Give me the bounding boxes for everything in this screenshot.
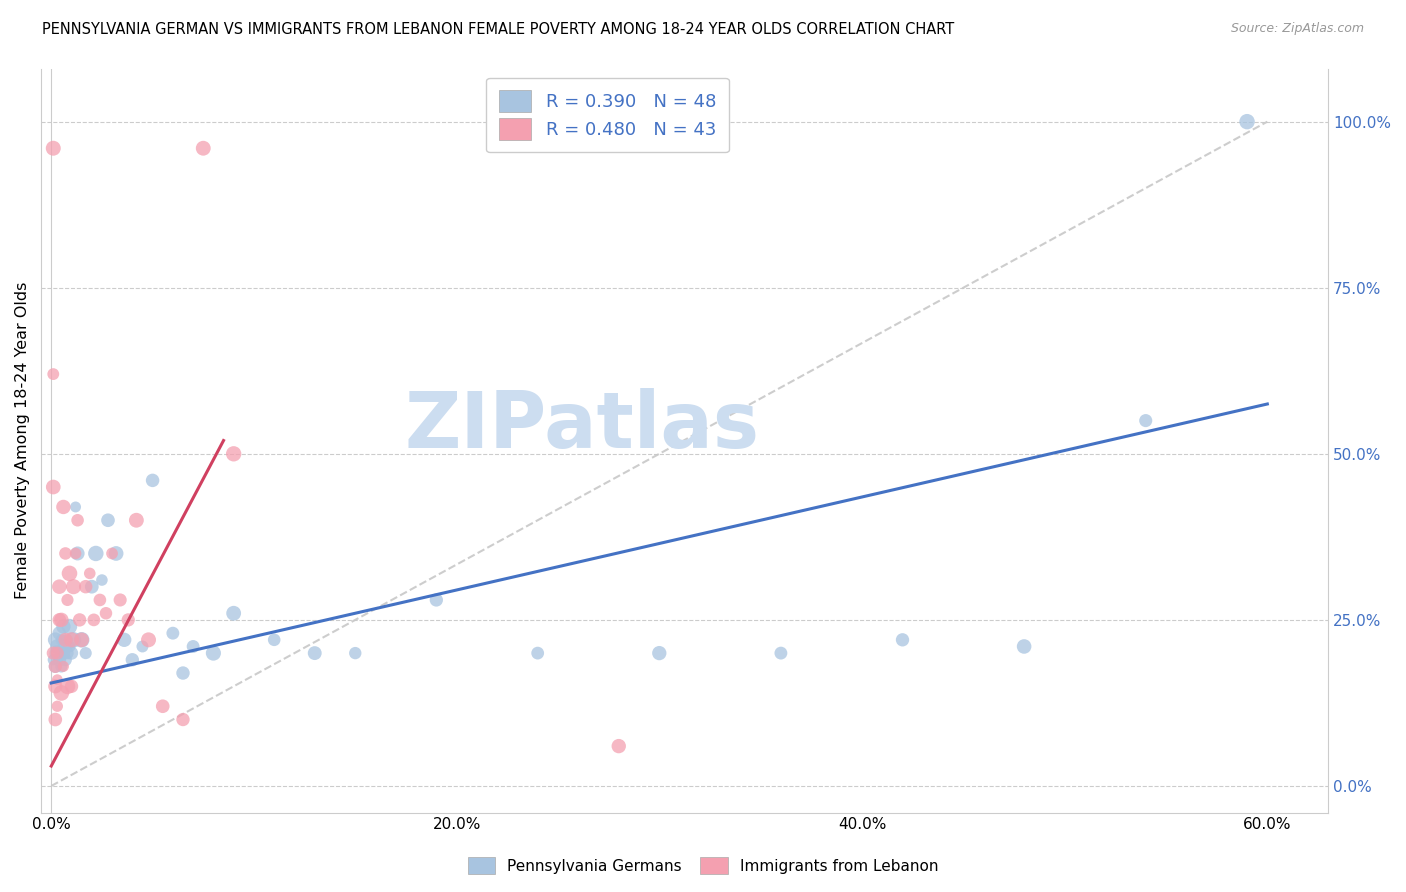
Point — [48, 653, 70, 667]
Point — [84, 546, 107, 560]
Point — [121, 653, 143, 667]
Point — [56, 632, 79, 647]
Point — [152, 699, 174, 714]
Point — [48, 580, 70, 594]
Point — [69, 613, 91, 627]
Point — [193, 141, 215, 155]
Point — [48, 613, 70, 627]
Point — [46, 646, 69, 660]
Point — [172, 713, 194, 727]
Point — [66, 513, 89, 527]
Point — [60, 679, 83, 693]
Point — [65, 546, 87, 560]
Point — [425, 593, 447, 607]
Point — [52, 646, 75, 660]
Point — [891, 632, 914, 647]
Point — [52, 659, 75, 673]
Legend: R = 0.390   N = 48, R = 0.480   N = 43: R = 0.390 N = 48, R = 0.480 N = 43 — [486, 78, 728, 153]
Point — [75, 580, 97, 594]
Point — [75, 646, 97, 660]
Point — [607, 739, 630, 753]
Point — [172, 666, 194, 681]
Point — [42, 646, 65, 660]
Point — [58, 619, 80, 633]
Point — [263, 632, 285, 647]
Y-axis label: Female Poverty Among 18-24 Year Olds: Female Poverty Among 18-24 Year Olds — [15, 282, 30, 599]
Point — [60, 632, 83, 647]
Point — [60, 646, 83, 660]
Point — [65, 500, 87, 514]
Point — [526, 646, 548, 660]
Point — [51, 632, 73, 647]
Point — [125, 513, 148, 527]
Point — [162, 626, 184, 640]
Point — [142, 474, 165, 488]
Point — [46, 646, 69, 660]
Point — [70, 632, 93, 647]
Point — [48, 626, 70, 640]
Point — [89, 593, 111, 607]
Point — [112, 632, 135, 647]
Point — [138, 632, 160, 647]
Point — [42, 480, 65, 494]
Point — [181, 640, 204, 654]
Point — [105, 546, 128, 560]
Point — [55, 640, 77, 654]
Point — [117, 613, 139, 627]
Point — [62, 580, 84, 594]
Point — [58, 640, 80, 654]
Point — [51, 613, 73, 627]
Point — [52, 500, 75, 514]
Point — [42, 653, 65, 667]
Point — [44, 632, 66, 647]
Point — [304, 646, 326, 660]
Point — [70, 632, 93, 647]
Point — [44, 659, 66, 673]
Point — [62, 632, 84, 647]
Text: Source: ZipAtlas.com: Source: ZipAtlas.com — [1230, 22, 1364, 36]
Point — [46, 699, 69, 714]
Point — [42, 367, 65, 381]
Point — [97, 513, 120, 527]
Point — [56, 679, 79, 693]
Point — [51, 686, 73, 700]
Point — [202, 646, 225, 660]
Point — [222, 447, 245, 461]
Point — [1012, 640, 1035, 654]
Point — [344, 646, 367, 660]
Point — [222, 606, 245, 620]
Text: PENNSYLVANIA GERMAN VS IMMIGRANTS FROM LEBANON FEMALE POVERTY AMONG 18-24 YEAR O: PENNSYLVANIA GERMAN VS IMMIGRANTS FROM L… — [42, 22, 955, 37]
Text: ZIPatlas: ZIPatlas — [404, 388, 759, 464]
Point — [46, 640, 69, 654]
Point — [80, 580, 103, 594]
Point — [648, 646, 671, 660]
Point — [51, 659, 73, 673]
Point — [94, 606, 117, 620]
Point — [44, 713, 66, 727]
Point — [42, 141, 65, 155]
Point — [108, 593, 131, 607]
Legend: Pennsylvania Germans, Immigrants from Lebanon: Pennsylvania Germans, Immigrants from Le… — [461, 851, 945, 880]
Point — [769, 646, 792, 660]
Point — [44, 659, 66, 673]
Point — [90, 573, 112, 587]
Point — [52, 619, 75, 633]
Point — [83, 613, 105, 627]
Point — [56, 593, 79, 607]
Point — [55, 632, 77, 647]
Point — [55, 546, 77, 560]
Point — [1236, 114, 1258, 128]
Point — [58, 566, 80, 581]
Point — [131, 640, 153, 654]
Point — [44, 679, 66, 693]
Point — [101, 546, 124, 560]
Point — [56, 646, 79, 660]
Point — [66, 546, 89, 560]
Point — [46, 673, 69, 687]
Point — [79, 566, 101, 581]
Point — [1135, 414, 1157, 428]
Point — [55, 653, 77, 667]
